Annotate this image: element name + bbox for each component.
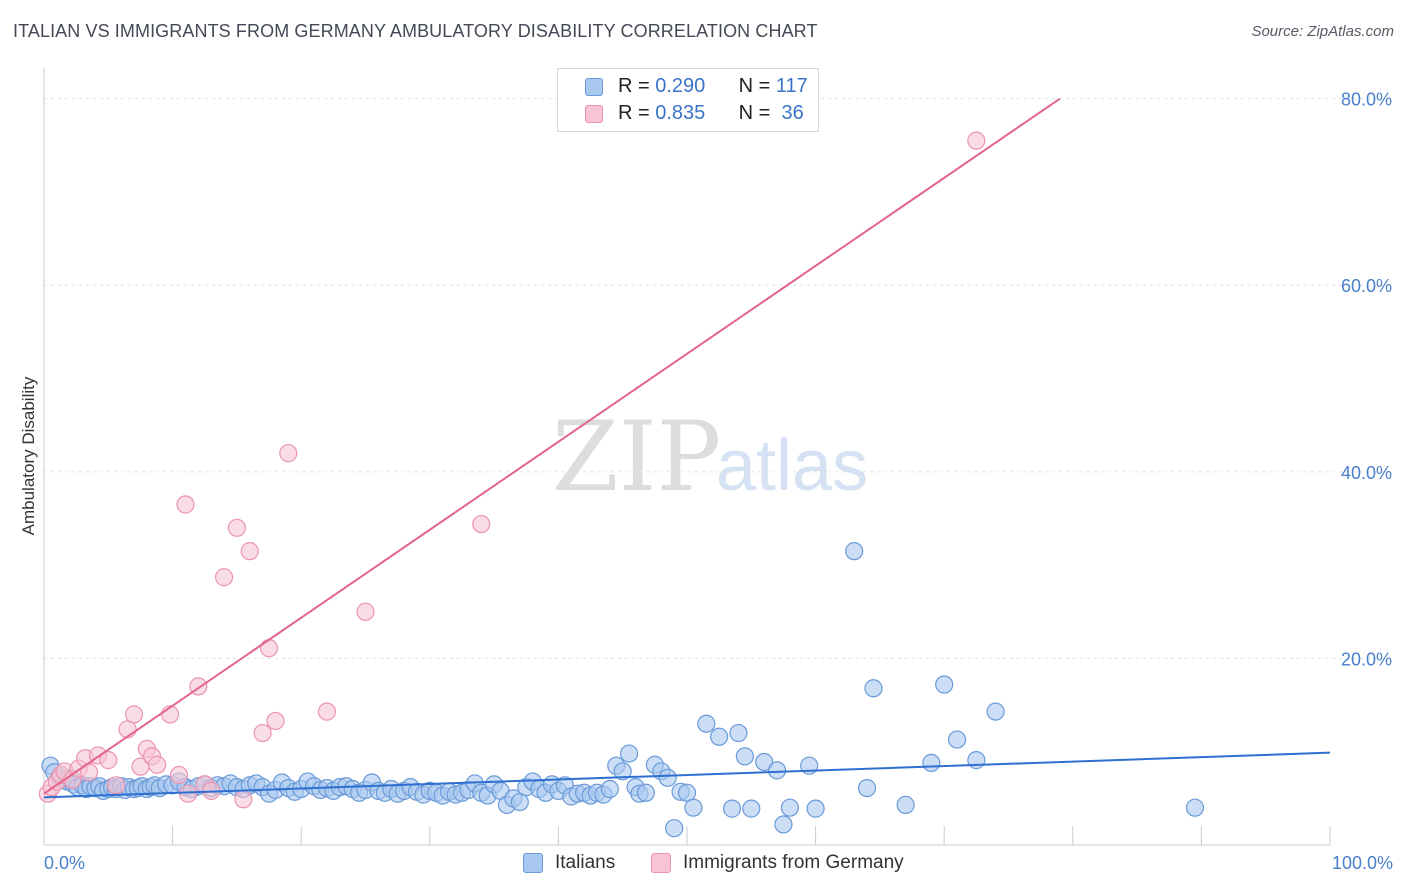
italians-point <box>935 675 954 694</box>
germany-trend-line <box>43 97 1061 795</box>
italians-point <box>613 762 632 781</box>
r-value-italians: 0.290 <box>655 75 706 97</box>
germany-point <box>259 639 279 658</box>
italians-point <box>636 783 655 802</box>
germany-point <box>214 568 234 587</box>
r-label: R = <box>618 102 650 124</box>
italians-point <box>774 815 793 834</box>
italians-point <box>600 779 619 799</box>
germany-point <box>148 755 167 774</box>
germany-point <box>169 765 189 785</box>
x-tick-label: 0.0% <box>44 853 85 873</box>
chart-title: ITALIAN VS IMMIGRANTS FROM GERMANY AMBUL… <box>13 21 818 41</box>
germany-point <box>124 705 144 724</box>
n-value-germany: 36 <box>781 102 804 124</box>
italians-swatch <box>585 78 603 96</box>
axes <box>43 68 1331 846</box>
italians-point <box>684 798 703 817</box>
tick-labels: 20.0% 40.0% 60.0% 80.0% 0.0% 100.0% <box>44 90 1393 873</box>
n-value-italians: 117 <box>775 75 808 97</box>
series-legend: Italians Immigrants from Germany <box>0 850 1406 878</box>
germany-legend-label: Immigrants from Germany <box>683 852 904 873</box>
italians-point <box>620 744 639 763</box>
italians-point <box>767 761 787 780</box>
germany-point <box>99 751 118 770</box>
y-axis-label: Ambulatory Disability <box>19 376 38 535</box>
germany-point <box>178 784 198 803</box>
germany-point <box>106 776 126 795</box>
italians-point <box>658 768 677 787</box>
italians-point <box>986 702 1005 721</box>
grid-lines <box>44 98 1392 659</box>
italians-point <box>665 819 684 838</box>
germany-point <box>967 131 986 150</box>
germany-point <box>279 444 298 463</box>
italians-point <box>697 714 716 733</box>
x-tick-label: 100.0% <box>1332 853 1393 873</box>
watermark-zip: ZIP <box>552 401 721 513</box>
watermark-atlas: atlas <box>716 426 868 506</box>
italians-point <box>922 753 941 773</box>
germany-point <box>472 514 491 534</box>
r-label: R = <box>618 75 650 97</box>
germany-swatch <box>585 105 603 123</box>
stats-row-germany: R = 0.835 N = 36 <box>558 101 818 127</box>
italians-point <box>729 723 748 743</box>
italians-point <box>735 747 754 766</box>
italians-point <box>1185 798 1205 817</box>
y-tick-label: 20.0% <box>1341 649 1392 669</box>
italians-point <box>857 778 877 798</box>
germany-point <box>253 723 272 743</box>
watermark: ZIP atlas <box>552 401 868 513</box>
italians-point <box>845 542 864 561</box>
y-tick-label: 60.0% <box>1341 276 1392 296</box>
italians-point <box>710 727 729 746</box>
germany-legend-swatch <box>651 853 671 873</box>
stats-row-italians: R = 0.290 N = 117 <box>558 74 818 100</box>
italians-point <box>806 799 825 818</box>
trend-lines <box>43 97 1331 799</box>
italians-point <box>896 795 915 814</box>
source-label: Source: ZipAtlas.com <box>1251 23 1394 40</box>
germany-point <box>227 518 246 537</box>
italians-point <box>742 799 761 818</box>
germany-point <box>176 495 195 514</box>
italians-point <box>755 752 774 772</box>
germany-point <box>317 702 337 721</box>
italians-trend-line <box>43 751 1331 799</box>
italians-legend-label: Italians <box>555 852 616 873</box>
y-tick-label: 80.0% <box>1341 90 1392 110</box>
stats-legend: R = 0.290 N = 117 R = 0.835 N = 36 <box>557 68 819 132</box>
r-value-germany: 0.835 <box>655 102 706 124</box>
germany-point <box>266 711 285 731</box>
n-label: N = <box>738 75 771 97</box>
italians-legend-swatch <box>523 853 543 873</box>
italians-point <box>864 679 883 698</box>
n-label: N = <box>738 102 771 124</box>
italians-point <box>947 730 967 749</box>
italians-point <box>780 798 799 817</box>
italians-point <box>722 799 742 818</box>
germany-point <box>240 542 259 561</box>
germany-point <box>234 790 253 809</box>
y-tick-label: 40.0% <box>1341 463 1392 483</box>
germany-point <box>356 602 375 621</box>
